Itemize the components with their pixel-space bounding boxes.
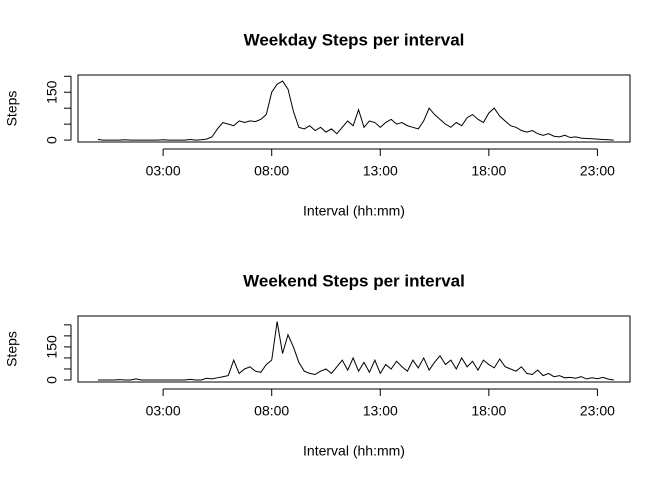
y-axis-label: Steps [4, 91, 20, 127]
x-tick-label: 03:00 [146, 163, 181, 179]
x-tick-label: 13:00 [363, 163, 398, 179]
y-tick-label: 0 [44, 376, 60, 384]
plot-box [77, 74, 631, 143]
chart-title: Weekday Steps per interval [244, 30, 465, 49]
plot-box [77, 315, 631, 383]
x-tick-label: 13:00 [363, 403, 398, 419]
x-tick-label: 23:00 [580, 403, 615, 419]
x-tick-label: 08:00 [254, 403, 289, 419]
x-axis-label: Interval (hh:mm) [303, 443, 405, 459]
y-tick-label: 0 [44, 136, 60, 144]
y-tick-label: 150 [44, 335, 60, 359]
x-tick-label: 23:00 [580, 163, 615, 179]
y-axis-label: Steps [4, 331, 20, 367]
x-tick-label: 03:00 [146, 403, 181, 419]
x-tick-label: 18:00 [471, 163, 506, 179]
x-tick-label: 18:00 [471, 403, 506, 419]
y-tick-label: 150 [44, 80, 60, 104]
line [97, 321, 614, 381]
x-axis-label: Interval (hh:mm) [303, 203, 405, 219]
x-tick-label: 08:00 [254, 163, 289, 179]
chart-title: Weekend Steps per interval [243, 271, 465, 290]
line [97, 80, 614, 141]
